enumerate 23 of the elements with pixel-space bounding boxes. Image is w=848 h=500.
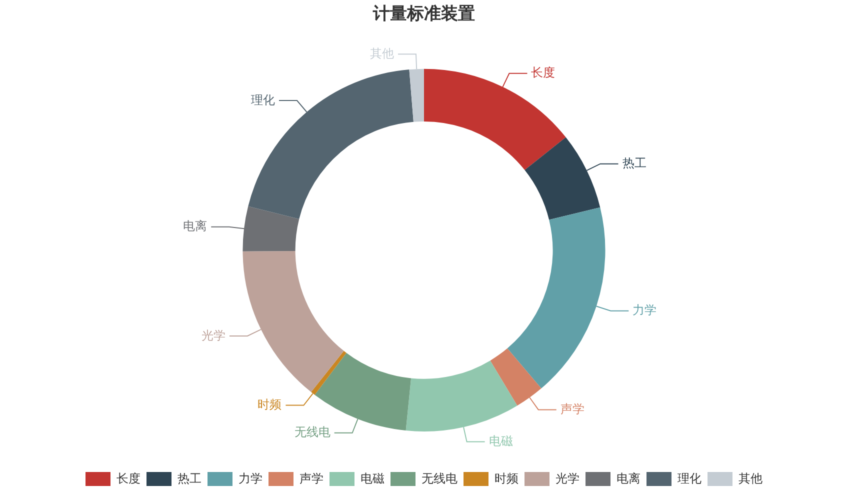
- slice-label: 光学: [201, 328, 226, 342]
- legend-label: 电离: [616, 471, 640, 486]
- legend-label: 无线电: [422, 471, 458, 486]
- legend-label: 其他: [738, 471, 762, 486]
- slice-label: 电磁: [488, 434, 513, 448]
- chart-title: 计量标准装置: [372, 4, 475, 23]
- slice-label: 时频: [258, 398, 282, 412]
- legend-label: 时频: [494, 471, 518, 486]
- slice-label: 电离: [183, 219, 208, 234]
- legend-label: 光学: [556, 471, 580, 486]
- legend-label: 长度: [116, 471, 140, 486]
- slice-label: 声学: [560, 402, 584, 416]
- slice-label: 长度: [531, 66, 556, 80]
- slice-label: 理化: [251, 92, 275, 107]
- legend-label: 理化: [678, 471, 702, 486]
- slice-label: 力学: [632, 303, 657, 318]
- slice-label: 无线电: [294, 425, 330, 440]
- legend-label: 力学: [238, 471, 262, 486]
- legend-label: 热工: [178, 471, 202, 486]
- slice-label: 热工: [622, 156, 646, 170]
- slice-label: 其他: [370, 46, 394, 60]
- legend-label: 声学: [300, 471, 324, 486]
- legend-label: 电磁: [360, 471, 384, 486]
